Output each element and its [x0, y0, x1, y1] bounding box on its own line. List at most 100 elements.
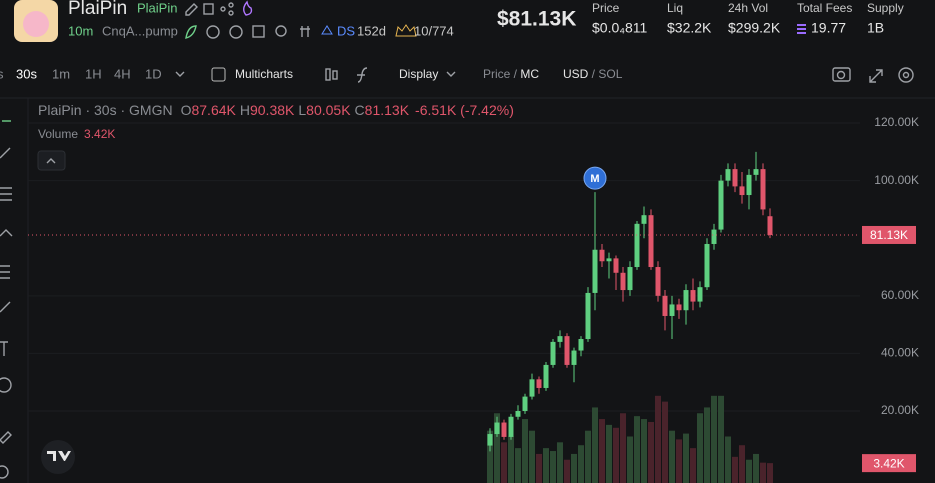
collapse-button[interactable]	[37, 150, 66, 171]
candle-body	[515, 411, 521, 417]
volume-bar	[669, 430, 675, 483]
last-volume-tag	[862, 454, 916, 473]
interval[interactable]: 1D	[145, 66, 162, 81]
stat-label: Supply	[867, 1, 904, 15]
volume-bar	[578, 445, 584, 483]
mc-option[interactable]: MC	[520, 67, 539, 81]
last-volume-label: 3.42K	[873, 456, 904, 470]
candle-body	[718, 180, 724, 230]
volume-bar	[571, 453, 577, 483]
stat-value: $299.2K	[728, 20, 781, 36]
candle-body	[508, 416, 514, 437]
tv-logo[interactable]	[41, 440, 75, 474]
toolbar-right-icons[interactable]	[832, 67, 914, 83]
volume-bar	[704, 407, 710, 483]
candle-body	[655, 267, 661, 296]
interval[interactable]: 1H	[85, 66, 102, 81]
volume-value: 3.42K	[84, 127, 115, 141]
stats: Price $0.0₄811 Liq $32.2K 24h Vol $299.2K Tota…	[592, 1, 904, 36]
candle-body	[690, 290, 696, 302]
volume-bar	[641, 419, 647, 483]
ohlc-legend: PlaiPin · 30s · GMGN O87.64K H90.38K L80.05…	[38, 102, 514, 118]
candle-body	[697, 287, 703, 302]
candle-body	[564, 336, 570, 365]
volume-bar	[739, 445, 745, 483]
high-key: H	[240, 102, 250, 118]
display-chevron	[446, 71, 456, 77]
volume-bar	[585, 430, 591, 483]
y-tick-label: 40.00K	[881, 346, 919, 360]
candle-body	[501, 422, 507, 437]
candle-body	[613, 258, 619, 273]
price-option[interactable]: Price	[483, 67, 511, 81]
chart-tools[interactable]	[325, 67, 368, 83]
trade-marker[interactable]	[583, 166, 607, 190]
candle-body	[522, 396, 528, 412]
volume-bar	[536, 453, 542, 483]
sol-icon	[797, 24, 806, 34]
volume-bar	[760, 462, 766, 483]
candle-body	[669, 304, 675, 316]
volume-bar	[732, 456, 738, 483]
collapse-chevron	[46, 158, 56, 164]
interval[interactable]: 4H	[114, 66, 131, 81]
candle-body	[760, 169, 766, 210]
sol-option[interactable]: SOL	[598, 67, 622, 81]
ds-label[interactable]: DS	[337, 23, 355, 38]
social-icons[interactable]	[185, 25, 310, 39]
low-key: L	[298, 102, 306, 118]
toolbar: 30s 1m 1H 4H 1D	[16, 66, 162, 81]
multicharts[interactable]: Multicharts	[235, 67, 293, 81]
usd-option[interactable]: USD	[563, 67, 589, 81]
volume-bar	[683, 433, 689, 483]
currency[interactable]: USD / SOL	[563, 67, 623, 81]
display[interactable]: Display	[399, 67, 438, 81]
candle-body	[578, 339, 584, 351]
stat-value: 1B	[867, 20, 884, 36]
stat-label: Price	[592, 1, 620, 15]
volume-bar	[550, 451, 556, 483]
volume-bar	[487, 430, 493, 483]
candle-body	[732, 169, 738, 187]
stat-value: $0.0₄811	[592, 20, 647, 36]
y-tick-label: 100.00K	[874, 173, 919, 187]
candle-body	[592, 249, 598, 293]
legend-title: PlaiPin · 30s · GMGN	[38, 102, 173, 118]
token-address[interactable]: CnqA...pump	[102, 23, 178, 38]
header-icons[interactable]	[185, 0, 253, 16]
interval[interactable]: 30s	[16, 66, 37, 81]
price-mode[interactable]: Price / MC	[483, 67, 539, 81]
candle-body	[711, 229, 717, 244]
candle-body	[753, 169, 759, 175]
candle-body	[627, 267, 633, 291]
volume-bar	[494, 413, 500, 483]
avatar-art	[23, 11, 49, 37]
volume-bar	[697, 413, 703, 483]
candle-body	[585, 292, 591, 340]
interval-more[interactable]	[175, 71, 185, 77]
interval[interactable]: 1m	[52, 66, 70, 81]
candle-body	[494, 422, 500, 435]
candle-body	[606, 258, 612, 262]
candle-body	[725, 169, 731, 181]
drawing-tools[interactable]	[0, 120, 13, 479]
ds-age: 152d	[357, 23, 386, 38]
volume-bar	[676, 439, 682, 483]
volume-bar	[767, 463, 773, 483]
volume-bar	[718, 395, 724, 483]
stat-label: Liq	[667, 1, 683, 15]
candle-body	[536, 379, 542, 388]
volume-bar	[620, 413, 626, 483]
volume-bar	[725, 436, 731, 483]
last-price-label: 81.13K	[870, 228, 908, 242]
volume-bar	[753, 453, 759, 483]
volume-bar	[515, 448, 521, 483]
close-key: C	[355, 102, 365, 118]
last-price-tag	[862, 225, 916, 244]
multicharts-checkbox[interactable]	[211, 67, 226, 82]
candle-body	[662, 295, 668, 316]
holders-icon	[395, 24, 417, 37]
volume-bar	[711, 395, 717, 483]
